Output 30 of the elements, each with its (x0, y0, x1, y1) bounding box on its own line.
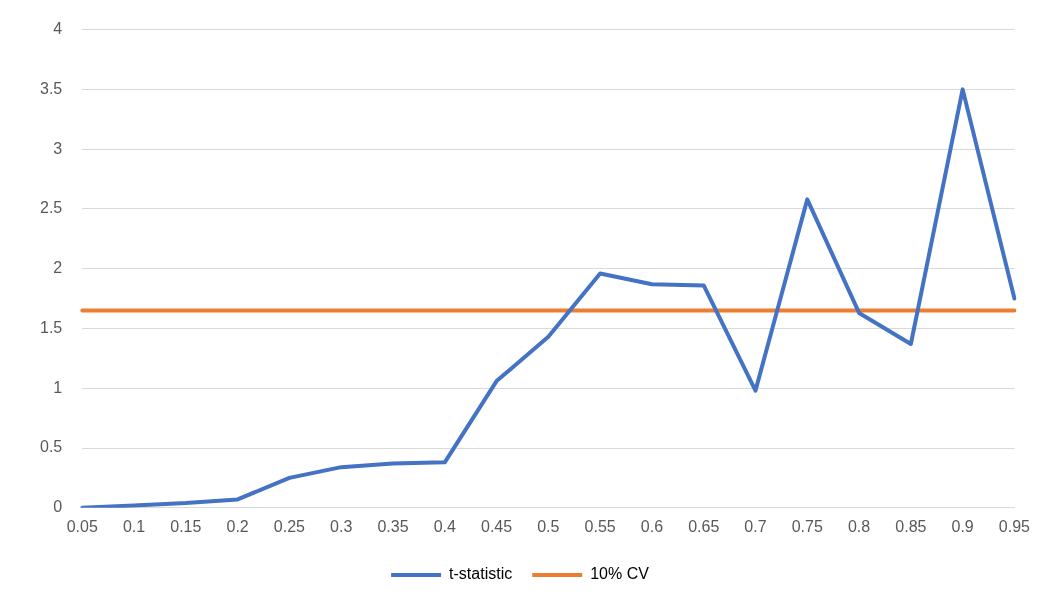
x-tick-label: 0.05 (66, 517, 98, 535)
y-tick-label: 3 (53, 139, 63, 157)
y-tick-label: 2.5 (39, 199, 63, 217)
y-tick-label: 4 (53, 20, 63, 38)
x-tick-label: 0.95 (998, 517, 1031, 535)
x-tick-label: 0.8 (847, 517, 871, 535)
x-tick-label: 0.5 (537, 517, 560, 535)
x-tick-label: 0.85 (895, 517, 927, 535)
x-tick-label: 0.7 (744, 517, 767, 535)
legend-label: t-statistic (449, 565, 513, 583)
x-tick-label: 0.65 (688, 517, 720, 535)
x-tick-label: 0.55 (584, 517, 616, 535)
x-tick-label: 0.35 (377, 517, 409, 535)
x-tick-label: 0.1 (122, 517, 146, 535)
y-tick-label: 1.5 (39, 318, 63, 336)
x-tick-label: 0.45 (480, 517, 513, 535)
x-tick-label: 0.3 (330, 517, 353, 535)
x-tick-label: 0.9 (951, 517, 974, 535)
x-tick-label: 0.6 (640, 517, 664, 535)
y-tick-label: 2 (53, 259, 63, 277)
y-tick-label: 1 (53, 378, 63, 396)
x-tick-label: 0.75 (791, 517, 823, 535)
legend-label: 10% CV (590, 565, 650, 583)
x-tick-label: 0.4 (433, 517, 456, 535)
y-tick-label: 3.5 (39, 79, 63, 97)
y-tick-label: 0.5 (39, 438, 63, 456)
x-tick-label: 0.25 (273, 517, 306, 535)
x-tick-label: 0.2 (226, 517, 249, 535)
x-tick-label: 0.15 (170, 517, 202, 535)
y-tick-label: 0 (53, 498, 63, 516)
